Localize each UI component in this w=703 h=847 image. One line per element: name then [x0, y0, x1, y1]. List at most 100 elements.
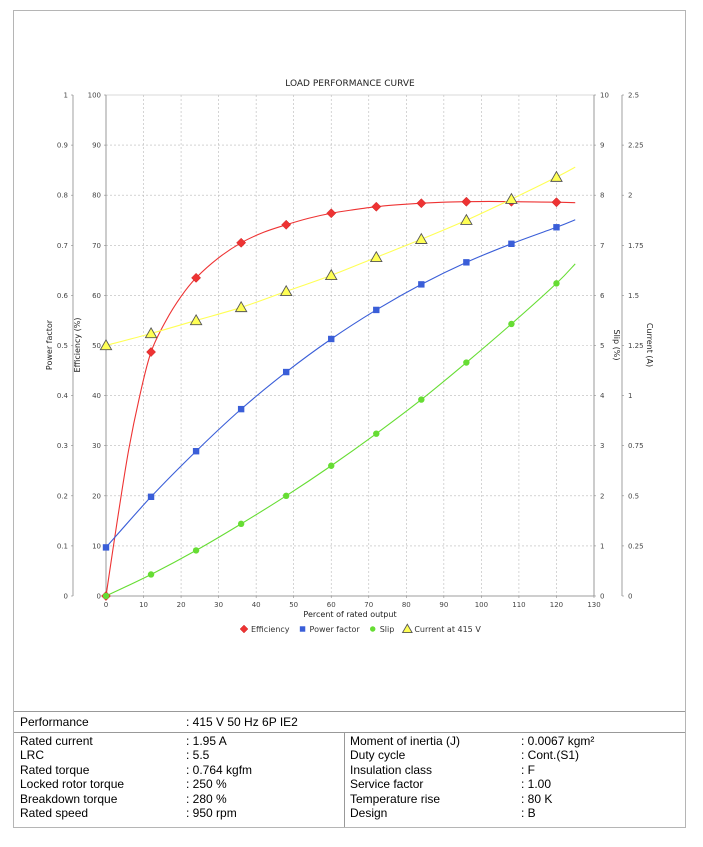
power-factor-axis-label: Power factor: [45, 319, 54, 370]
slip-point: [237, 520, 245, 528]
spec-value: : 80 K: [521, 791, 553, 806]
current-tick-label: 1.75: [628, 242, 644, 250]
spec-value: : 950 rpm: [186, 806, 237, 820]
power-factor-point: [418, 281, 425, 288]
current-at-415-v-point: [324, 268, 338, 281]
power-factor-point: [192, 448, 200, 455]
slip-axis-label: Slip (%): [612, 330, 621, 361]
spec-value: : 250 %: [186, 777, 227, 792]
chart-title: LOAD PERFORMANCE CURVE: [285, 79, 415, 89]
spec-value: : B: [521, 806, 536, 820]
efficiency-tick-label: 10: [92, 542, 101, 550]
efficiency-point: [236, 237, 247, 248]
current-tick-label: 0: [628, 593, 632, 601]
x-tick-label: 40: [252, 601, 261, 609]
current-at-415-v-point: [99, 338, 113, 351]
x-tick-label: 110: [512, 601, 525, 609]
current-tick-label: 2.25: [628, 142, 644, 150]
power-factor-tick-label: 0.6: [57, 292, 69, 300]
current-tick-label: 1.5: [628, 292, 639, 300]
current-axis-label: Current (A): [645, 323, 654, 367]
x-tick-label: 130: [587, 601, 600, 609]
markers: [99, 170, 563, 601]
current-at-415-v-point: [144, 326, 158, 339]
slip-point: [553, 280, 560, 287]
spec-value: : 0.0067 kgm²: [521, 734, 595, 748]
power-factor-tick-label: 0.5: [57, 342, 68, 350]
spec-value: : 5.5: [186, 748, 210, 763]
axes: 00.10.20.30.40.50.60.70.80.9101020304050…: [57, 92, 644, 610]
slip-tick-label: 2: [600, 492, 604, 500]
performance-label: Performance: [20, 715, 89, 729]
x-tick-label: 60: [327, 601, 336, 609]
power-factor-point: [553, 224, 560, 231]
efficiency-tick-label: 20: [92, 492, 101, 500]
spec-label: Insulation class: [350, 762, 433, 777]
slip-point: [508, 320, 515, 328]
spec-label: Breakdown torque: [20, 791, 118, 806]
spec-value: : 0.764 kgfm: [186, 762, 253, 777]
power-factor-point: [282, 368, 290, 376]
grid: [105, 94, 595, 597]
slip-tick-label: 0: [600, 593, 604, 601]
efficiency-tick-label: 100: [88, 92, 101, 100]
power-factor-tick-label: 1: [64, 92, 68, 100]
report-frame: [13, 10, 686, 828]
legend: Efficiency Power factor Slip Current at 415…: [239, 623, 481, 634]
current-at-415-v-point: [550, 170, 563, 182]
x-tick-label: 10: [139, 601, 148, 609]
spec-value: : 1.95 A: [186, 734, 227, 748]
performance-row: Performance : 415 V 50 Hz 6P IE2: [14, 711, 685, 733]
current-tick-label: 2.5: [628, 92, 639, 100]
spec-value: : 1.00: [521, 777, 552, 792]
efficiency-tick-label: 0: [97, 593, 101, 601]
slip-line: [105, 263, 576, 597]
power-factor-point: [147, 493, 155, 501]
spec-label: Rated speed: [20, 806, 89, 820]
efficiency-point: [281, 219, 292, 230]
spec-table: Performance : 415 V 50 Hz 6P IE2 Rated c…: [14, 711, 685, 827]
current-tick-label: 0.5: [628, 492, 639, 500]
current-at-415-v-point: [414, 232, 428, 244]
efficiency-point: [326, 208, 337, 219]
efficiency-axis-label: Efficiency (%): [73, 318, 82, 373]
spec-label: Temperature rise: [350, 791, 441, 806]
efficiency-point: [416, 198, 427, 209]
spec-label: LRC: [20, 748, 45, 763]
power-factor-point: [373, 306, 380, 314]
efficiency-tick-label: 80: [92, 192, 101, 200]
slip-point: [328, 462, 335, 469]
spec-value: : 280 %: [186, 791, 227, 806]
power-factor-tick-label: 0.1: [57, 542, 68, 550]
efficiency-point: [191, 272, 202, 283]
legend-current-at-415-v-label: Current at 415 V: [414, 625, 481, 634]
slip-tick-label: 3: [600, 442, 604, 450]
efficiency-tick-label: 40: [92, 392, 101, 400]
efficiency-point: [146, 347, 156, 357]
current-tick-label: 2: [628, 192, 632, 200]
spec-label: Duty cycle: [350, 748, 406, 763]
power-factor-point: [463, 259, 470, 266]
slip-point: [373, 430, 380, 437]
power-factor-tick-label: 0.4: [57, 392, 69, 400]
column-divider: [344, 732, 345, 827]
efficiency-tick-label: 70: [92, 242, 101, 250]
slip-tick-label: 1: [600, 542, 604, 550]
efficiency-tick-label: 30: [92, 442, 101, 450]
x-tick-label: 120: [550, 601, 563, 609]
x-tick-label: 80: [402, 601, 411, 609]
spec-label: Rated current: [20, 734, 93, 748]
power-factor-point: [508, 240, 515, 247]
slip-point: [147, 571, 155, 578]
spec-label: Locked rotor torque: [20, 777, 125, 792]
current-at-415-v-point: [505, 192, 518, 204]
efficiency-point: [551, 197, 562, 208]
slip-tick-label: 5: [600, 342, 604, 350]
current-at-415-v-point: [369, 250, 383, 262]
legend-slip-marker: [369, 626, 376, 632]
current-tick-label: 0.75: [628, 442, 644, 450]
performance-value: : 415 V 50 Hz 6P IE2: [186, 715, 298, 729]
slip-point: [102, 592, 110, 600]
slip-point: [418, 396, 425, 403]
x-axis-label: Percent of rated output: [303, 610, 396, 619]
